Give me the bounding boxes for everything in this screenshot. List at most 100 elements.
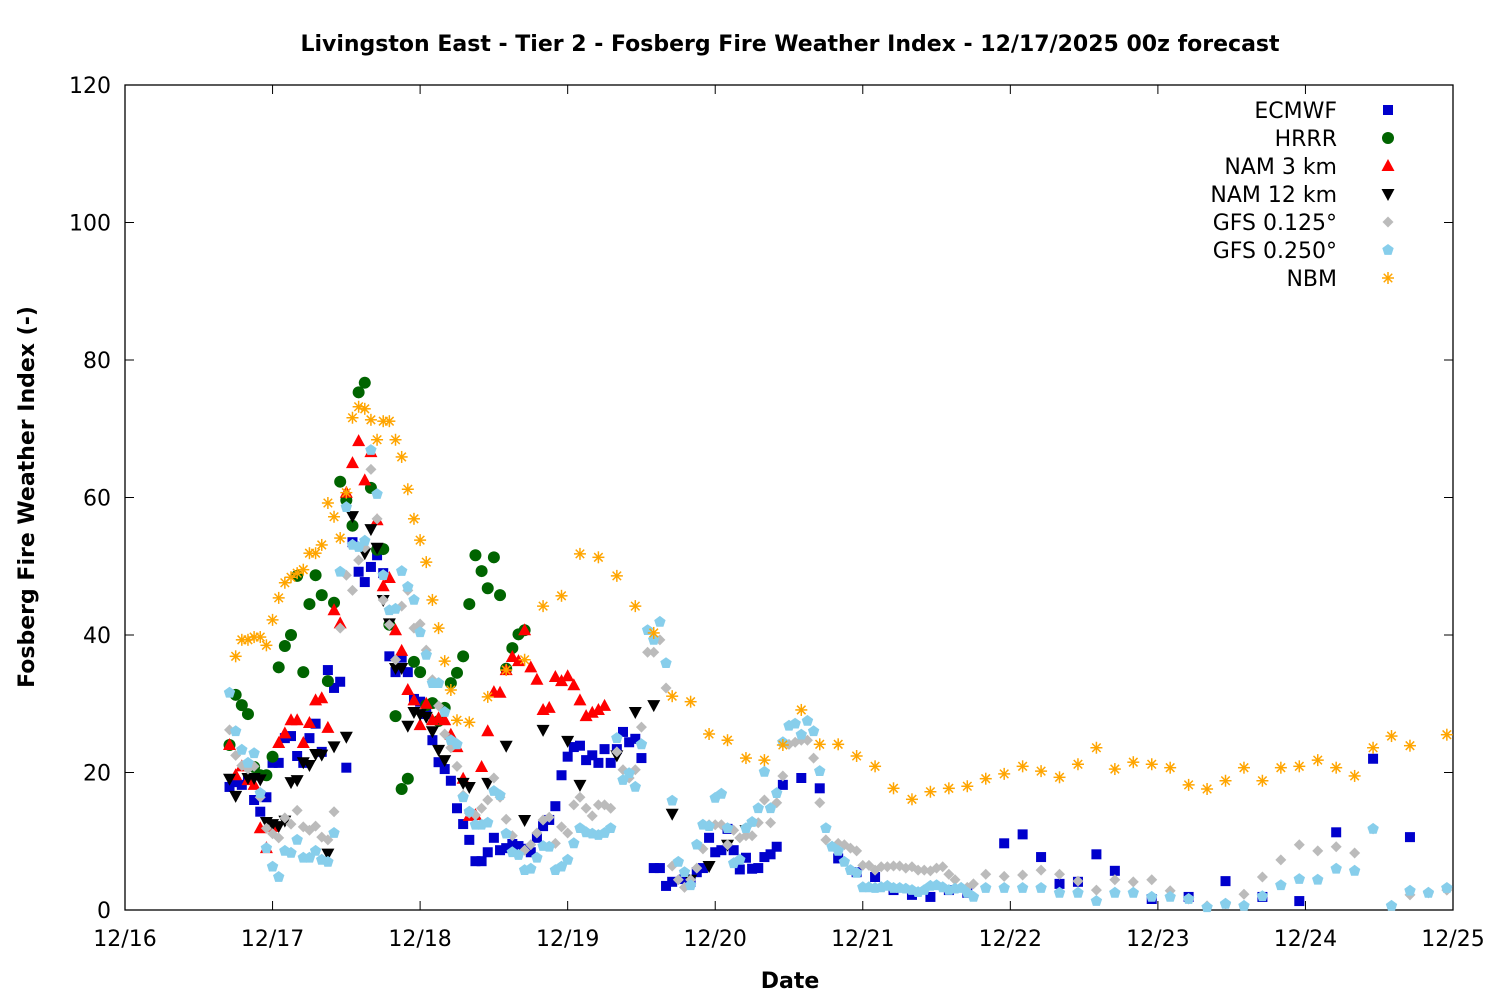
data-point-nam-3-km [345,456,359,469]
data-point-nam-3-km [223,738,237,750]
x-tick-label: 12/21 [831,927,894,952]
data-point-gfs-0-125 [260,822,272,834]
data-point-ecmwf [538,821,549,832]
data-point-gfs-0-250 [746,816,758,827]
data-point-ecmwf [359,577,370,588]
data-point-gfs-0-125 [328,806,340,818]
data-point-gfs-0-125 [1017,869,1029,881]
data-point-gfs-0-250 [1127,886,1139,898]
data-point-nbm [1035,765,1048,778]
data-point-ecmwf [710,847,721,858]
data-point-ecmwf [292,751,303,761]
data-point-gfs-0-125 [943,868,955,880]
data-point-gfs-0-250 [660,657,672,668]
data-point-nbm [463,716,476,729]
data-point-gfs-0-250 [672,855,684,867]
data-point-gfs-0-250 [734,853,746,865]
data-point-gfs-0-250 [568,837,580,849]
data-point-gfs-0-250 [998,882,1010,893]
data-point-nbm [739,752,752,765]
data-point-gfs-0-250 [482,816,494,828]
data-point-nam-12-km [419,711,433,724]
legend-label: NAM 12 km [1210,183,1337,208]
y-tick-label: 80 [83,349,111,374]
data-point-gfs-0-250 [236,743,248,755]
data-point-ecmwf [470,856,481,867]
data-point-gfs-0-125 [998,870,1010,882]
data-point-nam-12-km [628,707,642,719]
data-point-ecmwf [870,872,881,882]
data-point-nam-12-km [561,735,575,748]
data-point-nbm [254,631,267,644]
data-point-nam-12-km [702,861,716,873]
data-point-gfs-0-250 [1090,895,1103,906]
x-tick-label: 12/16 [93,927,156,952]
data-point-gfs-0-125 [967,878,979,890]
data-point-gfs-0-250 [389,602,402,614]
data-point-gfs-0-250 [611,732,623,743]
data-point-gfs-0-125 [291,804,303,816]
data-point-gfs-0-250 [814,765,826,776]
data-point-gfs-0-250 [1348,864,1361,876]
data-point-hrrr [506,642,519,655]
data-point-ecmwf [925,891,936,902]
data-point-ecmwf [581,755,592,766]
x-tick-label: 12/19 [536,927,599,952]
data-point-gfs-0-250 [1164,890,1176,902]
x-tick-label: 12/23 [1126,927,1189,952]
data-point-nbm [1182,778,1195,791]
data-point-gfs-0-125 [310,820,322,832]
data-point-nbm [371,433,384,446]
data-point-nbm [537,600,550,613]
data-point-gfs-0-250 [309,844,322,856]
data-point-gfs-0-125 [912,864,924,876]
data-point-nam-12-km [364,524,378,537]
data-point-ecmwf [525,847,536,858]
data-point-gfs-0-250 [1182,893,1195,904]
data-point-gfs-0-250 [820,822,832,833]
data-point-ecmwf [304,733,315,744]
data-point-gfs-0-250 [691,838,703,850]
data-point-gfs-0-125 [365,463,377,475]
data-point-nam-3-km [272,735,286,748]
data-point-nbm [666,690,679,703]
data-point-hrrr [328,596,341,609]
data-point-nam-12-km [229,790,243,803]
data-point-nam-3-km [413,718,427,731]
data-point-nam-12-km [339,731,353,744]
data-point-nam-12-km [327,741,341,754]
data-point-ecmwf [728,845,739,856]
data-point-nam-3-km [438,713,452,726]
data-point-nbm [1237,761,1250,774]
data-point-nam-12-km [499,740,513,753]
data-point-gfs-0-125 [390,654,402,666]
data-point-gfs-0-250 [402,580,414,592]
data-point-hrrr [475,565,488,578]
data-point-gfs-0-125 [383,619,395,631]
data-point-gfs-0-125 [1090,884,1102,896]
data-point-ecmwf [704,832,715,843]
data-point-gfs-0-250 [1385,899,1398,911]
data-point-hrrr [407,655,420,668]
data-point-nam-3-km [321,720,335,733]
data-point-gfs-0-250 [838,855,850,867]
data-point-nam-12-km [223,773,237,786]
data-point-gfs-0-250 [439,706,451,717]
data-point-ecmwf [396,652,407,663]
data-point-ecmwf [753,863,764,874]
data-point-nbm [420,556,433,569]
data-point-nbm [1108,763,1121,776]
data-point-ecmwf [286,731,296,742]
data-point-gfs-0-250 [377,569,389,580]
data-point-ecmwf [999,838,1010,849]
data-point-nbm [1053,771,1066,784]
data-point-gfs-0-125 [1072,875,1084,887]
x-tick-label: 12/18 [388,927,451,952]
data-point-gfs-0-250 [543,840,555,852]
data-point-nbm [1219,774,1232,787]
data-point-gfs-0-250 [721,822,734,833]
data-point-nbm [1090,741,1103,754]
data-point-hrrr [272,661,285,674]
data-point-nbm [340,486,353,499]
data-point-nbm [998,767,1011,780]
